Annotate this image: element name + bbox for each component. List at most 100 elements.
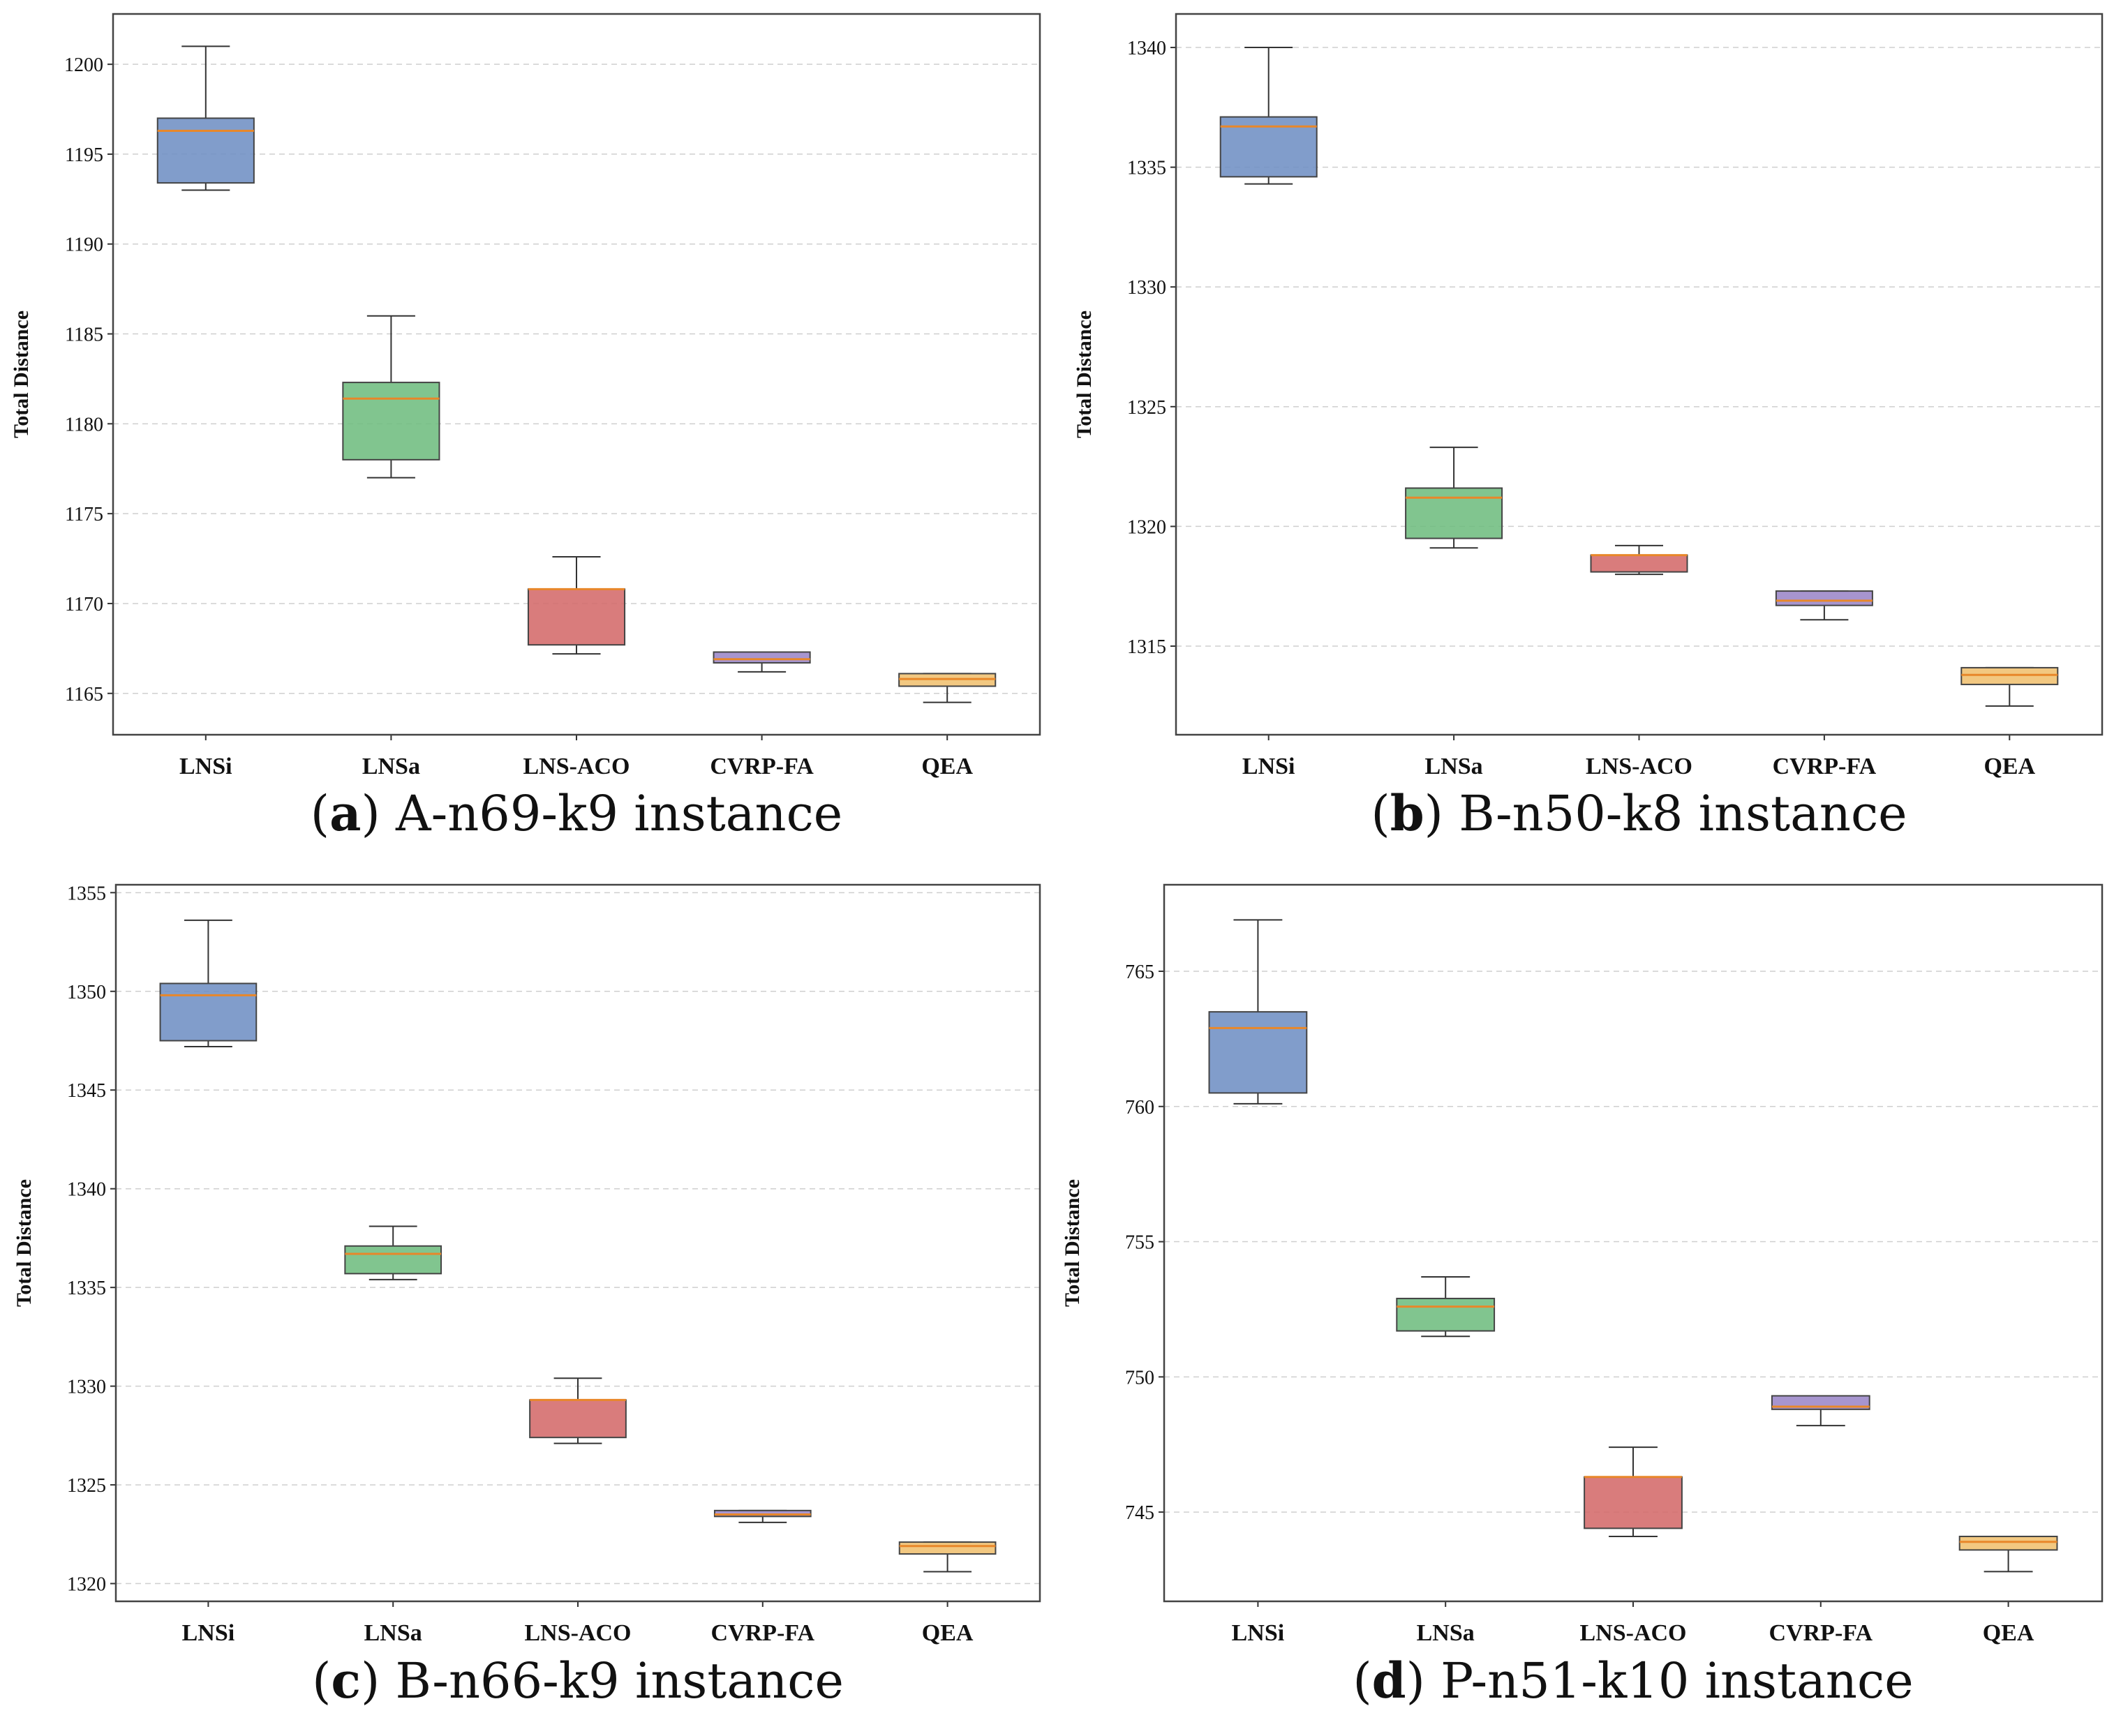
x-tick-label: LNS-ACO: [1579, 1620, 1686, 1646]
box-iqr: [159, 982, 258, 1042]
x-tick-label: QEA: [921, 754, 973, 779]
box-iqr: [1590, 554, 1688, 573]
box-iqr: [1958, 1535, 2058, 1551]
x-tick-label: LNSi: [1232, 1620, 1285, 1646]
box-iqr: [1405, 487, 1503, 539]
x-tick-label: LNSa: [1417, 1620, 1475, 1646]
y-tick-label: 1320: [1127, 516, 1166, 538]
y-tick-label: 1180: [65, 414, 103, 435]
box-lns-aco: [1590, 544, 1688, 576]
x-tick-label: LNSi: [182, 1620, 235, 1646]
x-tick-label: LNSa: [364, 1620, 422, 1646]
y-tick-label: 1175: [65, 504, 103, 525]
y-tick-label: 1330: [1127, 277, 1166, 299]
box-cvrp-fa: [1775, 590, 1873, 621]
box-lnsa: [1396, 1275, 1496, 1338]
box-iqr: [1960, 666, 2059, 685]
y-tick-label: 1200: [64, 54, 103, 76]
box-lnsi: [1219, 47, 1318, 185]
box-lnsi: [156, 45, 255, 191]
y-tick-label: 1190: [65, 234, 103, 256]
x-tick-label: QEA: [1983, 1620, 2034, 1646]
y-tick-label: 1355: [67, 883, 106, 904]
x-tick-label: LNS-ACO: [524, 1620, 631, 1646]
box-cvrp-fa: [1771, 1395, 1870, 1427]
plot-frame: [1163, 883, 2104, 1603]
box-lnsa: [342, 315, 440, 479]
x-tick-label: LNS-ACO: [1586, 754, 1692, 779]
y-axis-label: Total Distance: [13, 1179, 36, 1307]
x-tick-label: LNS-ACO: [523, 754, 630, 779]
y-tick-label: 1335: [67, 1278, 106, 1299]
box-lns-aco: [1584, 1446, 1683, 1537]
y-axis-label: Total Distance: [1073, 310, 1096, 438]
x-tick-label: CVRP-FA: [710, 754, 814, 779]
x-tick-label: QEA: [922, 1620, 974, 1646]
y-tick-label: 1170: [65, 594, 103, 615]
box-iqr: [898, 1541, 997, 1555]
y-tick-label: 1340: [1127, 38, 1166, 59]
x-tick-label: CVRP-FA: [711, 1620, 815, 1646]
y-tick-label: 1320: [67, 1574, 106, 1596]
box-iqr: [527, 588, 626, 646]
panel-caption: (d) P-n51-k10 instance: [1353, 1652, 1913, 1709]
box-iqr: [342, 382, 440, 461]
panel-caption: (c) B-n66-k9 instance: [312, 1652, 844, 1709]
box-qea: [898, 1541, 997, 1573]
y-tick-label: 1325: [67, 1475, 106, 1497]
y-tick-label: 1340: [67, 1179, 106, 1201]
y-axis-label: Total Distance: [10, 310, 33, 438]
box-iqr: [1208, 1011, 1308, 1094]
y-tick-label: 750: [1125, 1367, 1154, 1389]
chart-panel-b: 1315 1320 1325 1330 1335 1340 LNSi LNSa LNS-ACO C…: [1073, 13, 2104, 842]
chart-panel-c: 1320 1325 1330 1335 1340 1345 1350 1355 LNSi LNSa…: [13, 883, 1041, 1709]
box-iqr: [344, 1245, 442, 1275]
box-lnsa: [1405, 447, 1503, 549]
box-lnsa: [344, 1225, 442, 1280]
chart-panel-d: 745 750 755 760 765 LNSi LNSa LNS-ACO CVRP-FA QEA…: [1061, 883, 2104, 1709]
box-lns-aco: [529, 1377, 627, 1444]
x-tick-label: LNSa: [362, 754, 420, 779]
box-qea: [1958, 1535, 2058, 1573]
y-tick-label: 1185: [65, 324, 103, 346]
box-cvrp-fa: [713, 1509, 812, 1523]
plot-frame: [114, 883, 1041, 1603]
y-tick-label: 755: [1125, 1232, 1154, 1254]
x-tick-label: QEA: [1983, 754, 2035, 779]
x-tick-label: CVRP-FA: [1769, 1620, 1873, 1646]
box-iqr: [1396, 1297, 1496, 1332]
panel-caption: (b) B-n50-k8 instance: [1371, 784, 1907, 842]
box-iqr: [713, 651, 811, 664]
x-tick-label: LNSa: [1425, 754, 1483, 779]
y-tick-label: 1345: [67, 1080, 106, 1102]
box-lnsi: [1208, 919, 1308, 1105]
y-tick-label: 1315: [1127, 636, 1166, 658]
box-qea: [898, 673, 997, 703]
box-cvrp-fa: [713, 651, 811, 673]
y-tick-label: 1325: [1127, 397, 1166, 419]
y-tick-label: 1195: [65, 144, 103, 166]
y-tick-label: 745: [1125, 1502, 1154, 1524]
x-tick-label: LNSi: [179, 754, 232, 779]
plot-frame: [112, 13, 1041, 736]
box-iqr: [1584, 1476, 1683, 1529]
plot-frame: [1175, 13, 2104, 736]
box-lns-aco: [527, 555, 626, 655]
box-qea: [1960, 666, 2059, 707]
y-tick-label: 765: [1125, 961, 1154, 983]
chart-panel-a: 1165 1170 1175 1180 1185 1190 1195 1200 LNSi LNSa…: [10, 13, 1041, 842]
box-lnsi: [159, 919, 258, 1047]
box-iqr: [1775, 590, 1873, 606]
y-tick-label: 1350: [67, 982, 106, 1003]
y-tick-label: 1335: [1127, 158, 1166, 179]
x-tick-label: CVRP-FA: [1773, 754, 1877, 779]
y-tick-label: 1330: [67, 1377, 106, 1398]
x-tick-label: LNSi: [1242, 754, 1295, 779]
box-iqr: [529, 1399, 627, 1439]
panel-caption: (a) A-n69-k9 instance: [311, 784, 842, 842]
box-iqr: [156, 117, 255, 184]
y-tick-label: 1165: [65, 684, 103, 705]
y-tick-label: 760: [1125, 1097, 1154, 1118]
y-axis-label: Total Distance: [1061, 1179, 1084, 1307]
